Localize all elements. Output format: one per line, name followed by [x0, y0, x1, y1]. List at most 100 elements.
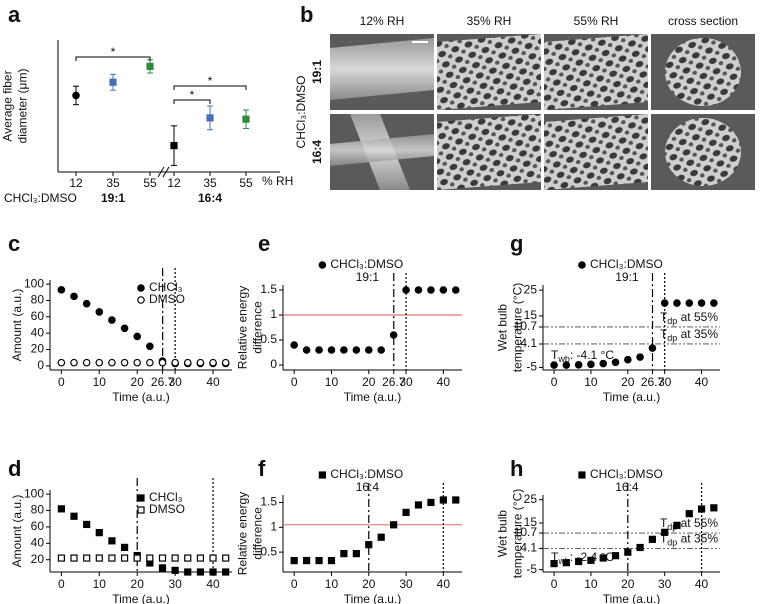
label-main: T [551, 550, 559, 564]
marker [133, 332, 142, 341]
marker [710, 299, 718, 307]
marker [427, 498, 435, 507]
x-tick-label: 20 [621, 577, 635, 591]
x-tick-label: 40 [437, 577, 451, 591]
marker [83, 554, 91, 562]
y-axis-label: Wet bulb [496, 304, 510, 351]
y-tick-label: 15 [524, 515, 538, 529]
marker [290, 556, 298, 565]
y-tick-label: 100 [24, 276, 44, 290]
sem-image [437, 34, 541, 110]
marker [377, 533, 385, 541]
marker [575, 557, 583, 566]
y-axis-label: temperature (°C) [511, 283, 525, 373]
marker [196, 568, 205, 576]
marker [133, 554, 141, 562]
y-tick-label: 10.7 [514, 525, 538, 539]
cross-section [665, 38, 741, 106]
x-tick-label: 40 [206, 375, 220, 389]
marker [183, 358, 192, 367]
rich-label: Twb: -4.1 °C [551, 348, 614, 364]
y-tick-label: -5 [526, 562, 537, 576]
label-rest: at 55% [677, 310, 718, 324]
marker [550, 559, 558, 568]
marker [365, 541, 373, 549]
y-tick-label: 60 [31, 309, 45, 323]
x-tick-label: 30 [399, 577, 413, 591]
marker [222, 568, 230, 576]
x-tick-label: 10 [584, 375, 598, 389]
panel-letter: e [258, 231, 270, 256]
marker [171, 554, 179, 562]
marker [661, 528, 669, 536]
x-tick-label: 30 [399, 375, 413, 389]
marker [710, 504, 718, 512]
marker [574, 361, 583, 369]
y-axis-label: Amount (a.u.) [10, 495, 24, 568]
label-main: T [660, 532, 668, 546]
x-tick-label: 10 [325, 375, 339, 389]
marker [452, 496, 460, 504]
marker [352, 550, 360, 558]
marker [95, 529, 103, 537]
legend-marker [578, 261, 586, 269]
marker [587, 360, 595, 369]
x-tick-label: 10 [584, 577, 598, 591]
marker [352, 346, 361, 354]
column-header: 35% RH [467, 14, 512, 28]
rich-label: Tdp at 35% [660, 327, 718, 343]
x-tick-label: 40 [695, 577, 709, 591]
x-tick-label: 12 [167, 176, 181, 190]
cross-section [665, 118, 741, 186]
x-tick-label: 0 [551, 577, 558, 591]
y-tick-label: 1 [270, 519, 277, 533]
y-axis-label: temperature (°C) [511, 489, 525, 579]
marker [685, 299, 694, 307]
panel-letter: d [8, 456, 21, 481]
legend-marker [318, 261, 327, 269]
marker [327, 556, 336, 565]
x-tick-label: 0 [551, 375, 558, 389]
marker [599, 554, 607, 562]
x-tick-label: 10 [325, 577, 339, 591]
marker [636, 353, 644, 361]
marker [82, 299, 91, 308]
y-tick-label: 4.1 [520, 336, 537, 350]
marker [196, 554, 205, 562]
label-main: T [660, 516, 668, 530]
sem-image [330, 114, 434, 190]
marker [636, 543, 644, 552]
marker [196, 358, 205, 367]
marker [611, 358, 620, 367]
label-rest: at 35% [677, 532, 718, 546]
marker [340, 346, 348, 354]
legend-label: CHCl₃:DMSO [590, 467, 663, 481]
x-tick-label: 20 [621, 375, 635, 389]
label-sub: wb [557, 354, 570, 364]
y-tick-label: 1.5 [260, 282, 277, 296]
y-tick-label: 1.5 [260, 495, 277, 509]
label-main: T [551, 348, 559, 362]
marker [120, 324, 129, 333]
marker [685, 510, 693, 518]
y-tick-label: 0 [270, 357, 277, 371]
marker [302, 346, 311, 354]
x-tick-label: 12 [69, 176, 83, 190]
marker [108, 537, 116, 545]
sem-image [544, 114, 648, 190]
x-tick-label: 40 [437, 375, 451, 389]
label-sub: dp [667, 538, 677, 548]
marker [242, 115, 250, 123]
marker [171, 358, 179, 367]
legend-marker [578, 471, 586, 479]
marker [57, 358, 66, 367]
marker [673, 521, 681, 529]
marker [290, 341, 298, 349]
marker [427, 286, 435, 294]
label-sub: dp [667, 522, 677, 532]
marker [587, 556, 595, 564]
panel-letter: c [8, 231, 20, 256]
marker [108, 554, 116, 562]
marker [158, 358, 167, 367]
y-tick-label: -5 [526, 360, 537, 374]
